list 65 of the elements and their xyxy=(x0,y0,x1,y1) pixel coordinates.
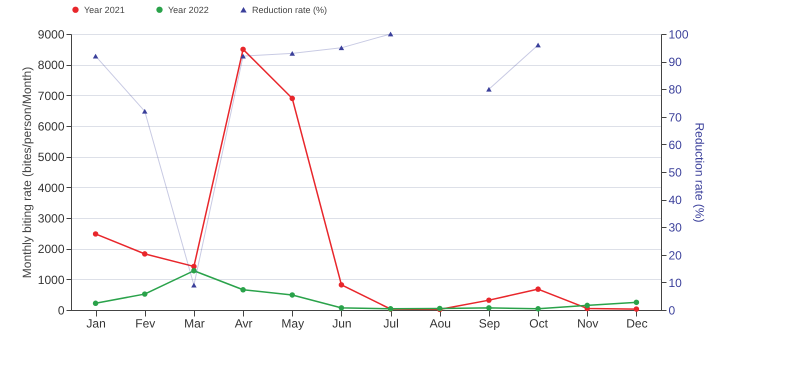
point xyxy=(535,42,541,48)
point xyxy=(486,305,492,311)
legend-label: Year 2021 xyxy=(84,4,125,15)
point xyxy=(290,96,295,102)
x-tick-label: Oct xyxy=(529,316,549,330)
y-tick-label: 2000 xyxy=(38,242,65,256)
point xyxy=(92,300,98,306)
x-tick-label: Jan xyxy=(86,316,106,330)
y-tick-label: 6000 xyxy=(38,120,65,134)
y2-tick-label: 30 xyxy=(668,220,682,235)
x-tick-label: Nov xyxy=(577,316,598,330)
y2-tick-label: 50 xyxy=(668,166,682,180)
point xyxy=(240,54,246,58)
point xyxy=(191,268,197,274)
y-tick-label: 0 xyxy=(58,304,65,318)
y2-tick-label: 70 xyxy=(668,110,682,124)
y-tick-label: 3000 xyxy=(38,212,65,226)
y-tick-label: 1000 xyxy=(38,272,65,287)
point xyxy=(240,287,246,292)
x-tick-label: Jun xyxy=(332,316,352,330)
x-tick-label: Fev xyxy=(135,316,156,330)
point xyxy=(338,45,344,50)
x-tick-label: Sep xyxy=(478,316,500,330)
point xyxy=(634,306,640,312)
point xyxy=(142,108,148,114)
point xyxy=(290,50,295,56)
y2-tick-label: 40 xyxy=(668,193,682,208)
point xyxy=(486,297,492,303)
y2-tick-label: 20 xyxy=(668,248,682,262)
y2-tick-label: 100 xyxy=(668,28,689,42)
legend-label: Year 2022 xyxy=(168,4,209,15)
y2-tick-label: 0 xyxy=(668,304,676,318)
x-tick-label: Dec xyxy=(626,316,648,330)
y-tick-label: 9000 xyxy=(38,28,65,42)
point xyxy=(142,291,148,297)
point xyxy=(191,282,197,288)
x-tick-label: Mar xyxy=(184,316,205,330)
y-tick-label: 5000 xyxy=(38,150,65,164)
x-tick-label: Avr xyxy=(234,316,252,330)
point xyxy=(388,32,394,36)
point xyxy=(584,302,590,308)
point xyxy=(92,231,98,237)
point xyxy=(486,86,492,92)
y-axis-title: Monthly biting rate (bites/person/Month) xyxy=(20,66,34,278)
x-tick-label: May xyxy=(281,316,304,330)
point xyxy=(142,251,148,257)
y2-tick-label: 60 xyxy=(668,138,682,152)
y2-tick-label: 90 xyxy=(668,55,682,70)
point xyxy=(290,292,295,298)
y2-axis-title: Reduction rate (%) xyxy=(692,122,707,223)
x-tick-label: Aou xyxy=(430,316,451,330)
point xyxy=(634,300,640,306)
legend-label: Reduction rate (%) xyxy=(252,4,328,15)
point xyxy=(535,306,541,312)
y2-tick-label: 10 xyxy=(668,276,682,290)
point xyxy=(535,286,541,292)
point xyxy=(240,46,246,52)
y-tick-label: 8000 xyxy=(38,58,65,72)
y2-tick-label: 80 xyxy=(668,82,682,97)
point xyxy=(338,282,344,288)
point xyxy=(338,305,344,311)
y-tick-label: 4000 xyxy=(38,180,65,195)
point xyxy=(92,54,98,58)
y-tick-label: 7000 xyxy=(38,88,65,103)
x-tick-label: Jul xyxy=(383,316,399,330)
